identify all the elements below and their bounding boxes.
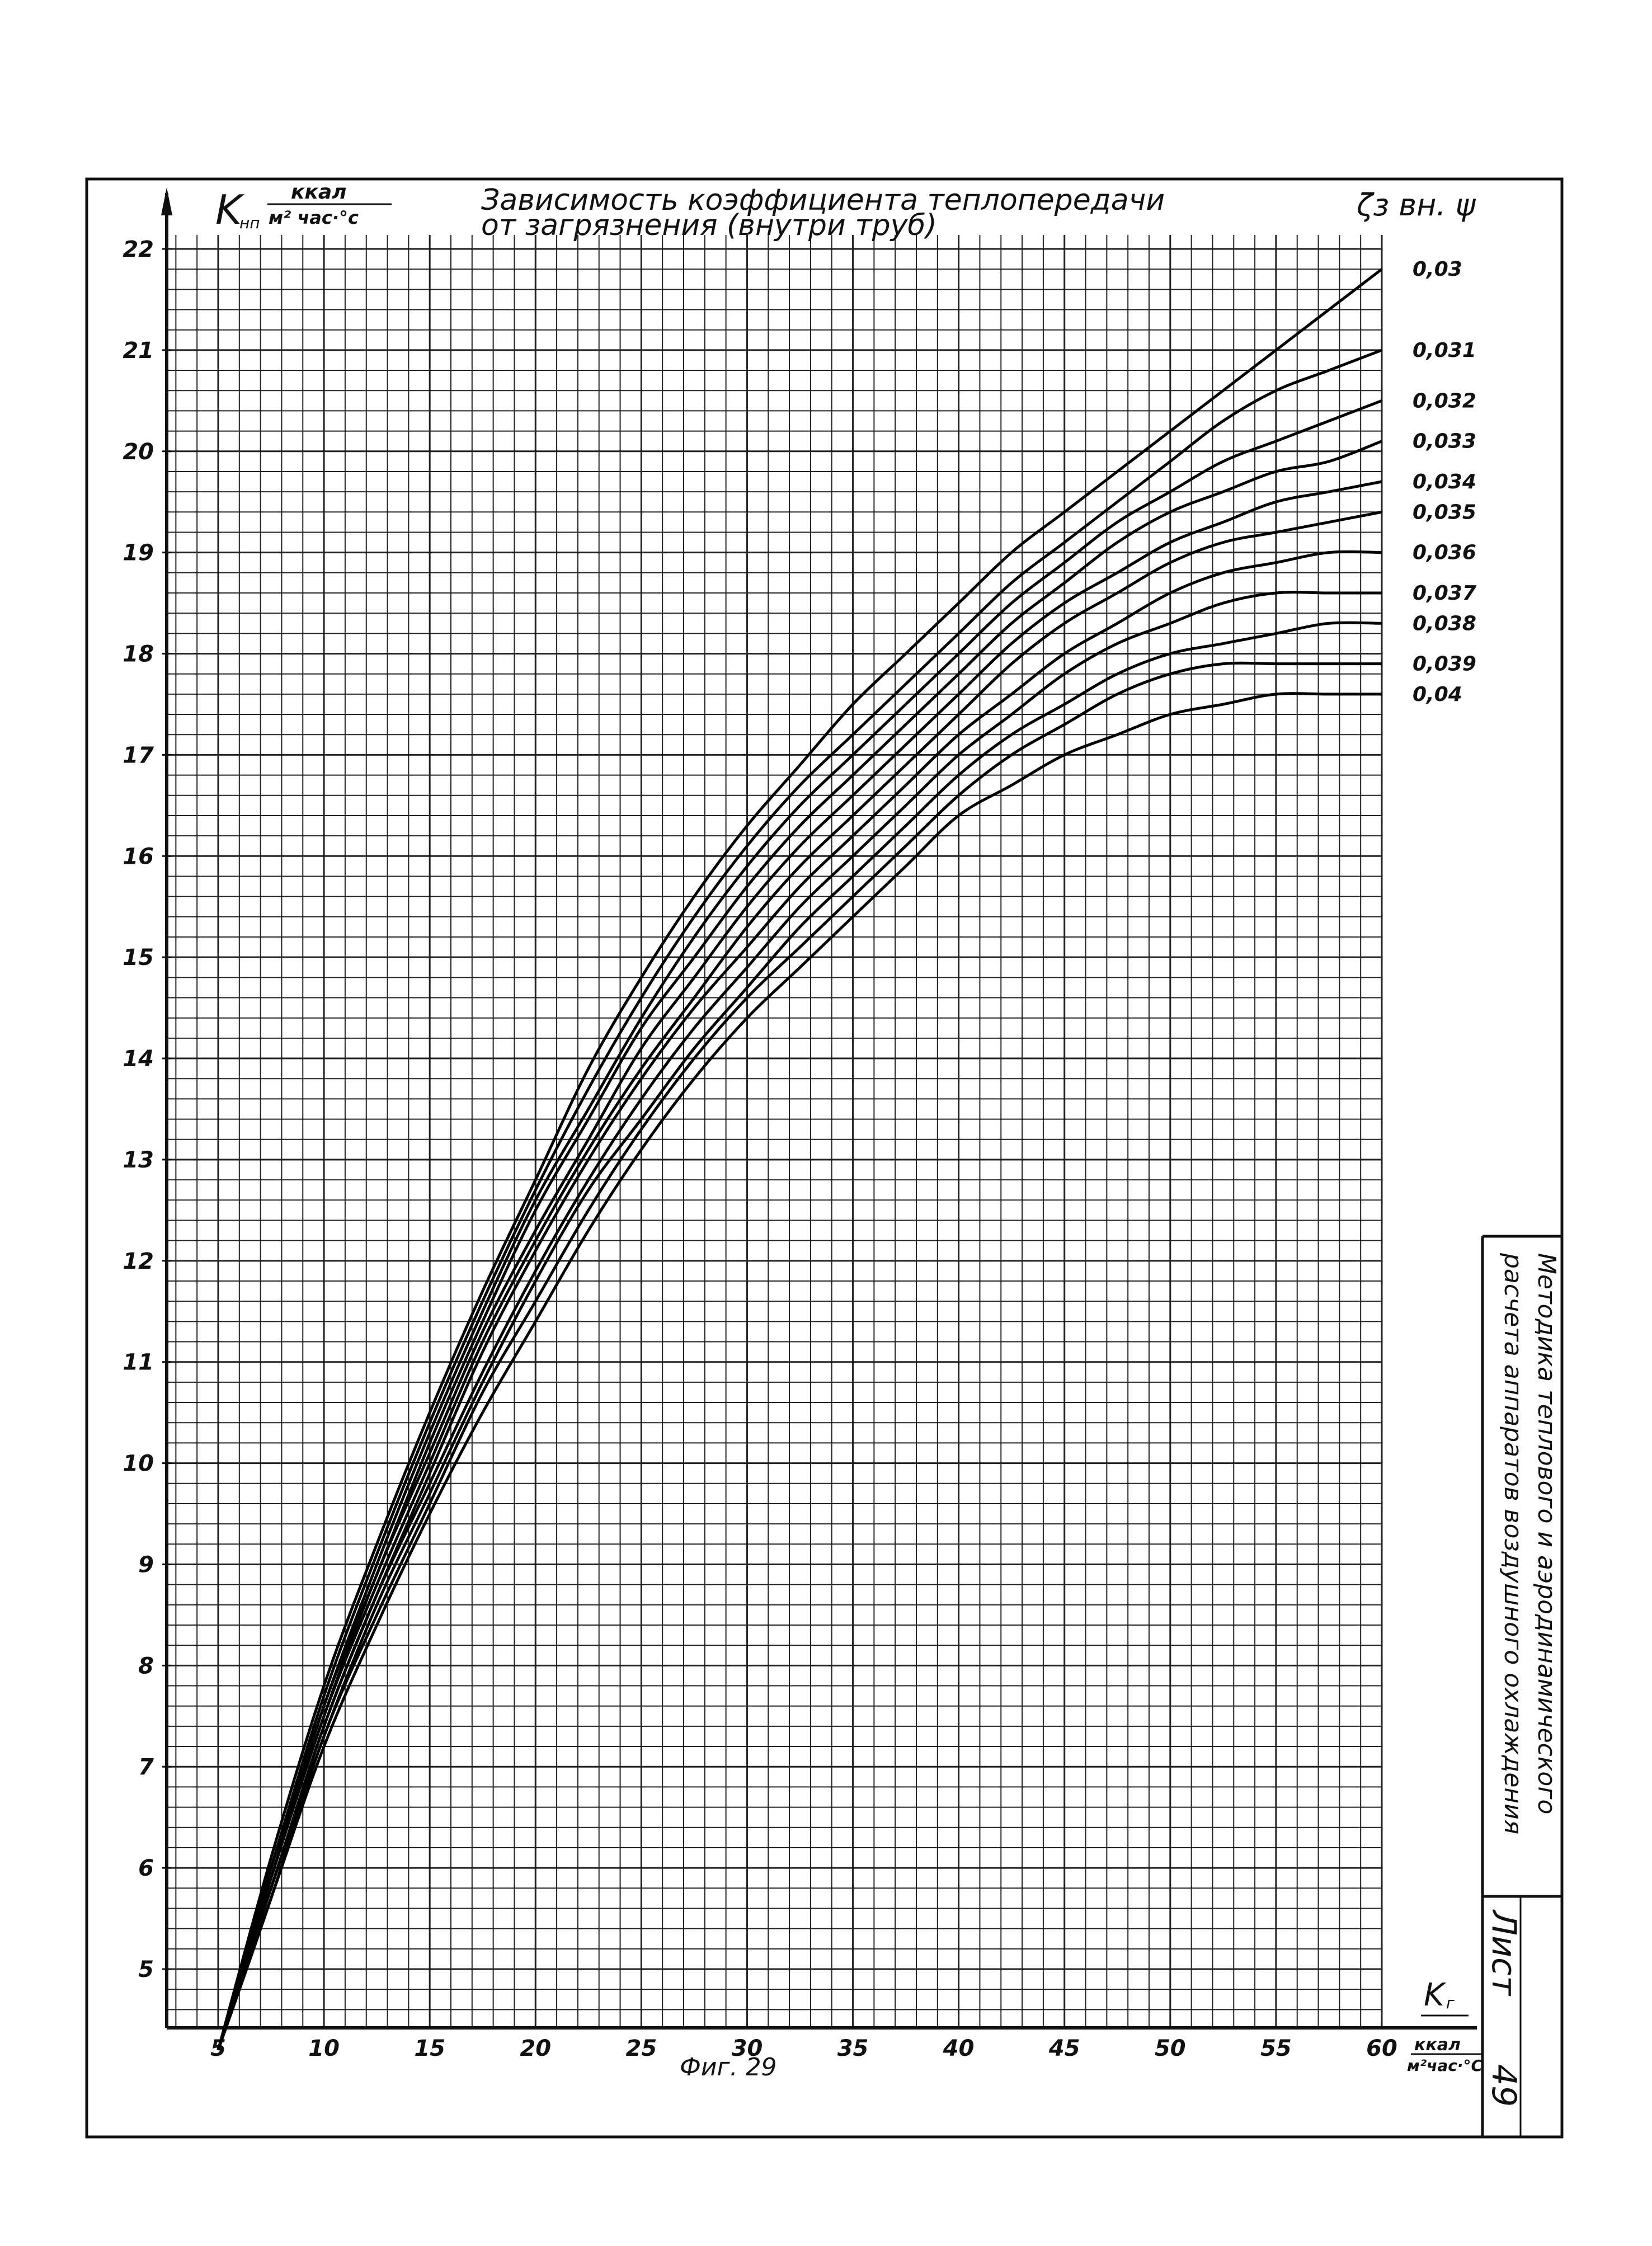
series-label: 0,031 <box>1413 339 1476 362</box>
series-labels: 0,03 0,031 0,032 0,033 0,034 0,035 0,036 0,037 0… <box>1413 258 1476 706</box>
x-unit-numerator: ккал <box>1414 2035 1461 2055</box>
x-label-subscript: г <box>1446 1994 1455 2012</box>
y-tick-label: 11 <box>123 1350 154 1376</box>
y-tick-label: 12 <box>123 1249 154 1274</box>
y-tick-label: 19 <box>123 540 154 566</box>
x-tick-label: 35 <box>837 2036 869 2061</box>
series-label: 0,035 <box>1413 501 1476 524</box>
series-line-0-032 <box>216 399 1382 2051</box>
y-tick-label: 17 <box>123 742 154 768</box>
y-axis-arrow <box>161 187 172 215</box>
series-line-0-04 <box>216 692 1382 2051</box>
series-line-0-039 <box>216 661 1382 2051</box>
y-axis-label: K нп ккал м² час·°с <box>215 181 392 233</box>
figure-caption: Фиг. 29 <box>680 2053 777 2082</box>
y-tick-label: 13 <box>123 1147 154 1173</box>
series-line-0-035 <box>216 510 1382 2051</box>
series-header-text: ζз вн. ψ <box>1356 187 1476 223</box>
y-tick-label: 7 <box>138 1754 154 1780</box>
x-tick-label: 45 <box>1048 2036 1080 2061</box>
series-header: ζз вн. ψ <box>1356 187 1476 223</box>
y-tick-label: 21 <box>123 338 154 364</box>
x-tick-label: 15 <box>414 2036 445 2061</box>
y-tick-label: 8 <box>138 1653 154 1679</box>
x-tick-label: 50 <box>1155 2036 1186 2061</box>
y-unit-numerator: ккал <box>291 181 347 204</box>
y-tick-labels: 5 6 7 8 9 10 11 12 13 14 15 16 17 18 19 20 21 22 <box>123 237 171 1983</box>
x-tick-labels: 5 10 15 20 25 30 35 40 45 50 55 60 <box>210 2036 1397 2061</box>
series-label: 0,034 <box>1413 470 1476 493</box>
x-tick-label: 55 <box>1260 2036 1292 2061</box>
series-line-0-038 <box>216 621 1382 2051</box>
x-tick-label: 20 <box>520 2036 551 2061</box>
y-unit-denominator: м² час·°с <box>269 207 359 228</box>
chart-subtitle: от загрязнения (внутри труб) <box>481 209 937 242</box>
y-tick-label: 9 <box>138 1552 154 1578</box>
y-tick-label: 20 <box>123 439 154 465</box>
y-tick-label: 10 <box>123 1451 154 1477</box>
series-line-0-03 <box>216 268 1383 2051</box>
y-tick-label: 14 <box>123 1046 154 1072</box>
sheet-number: 49 <box>1484 2064 1523 2107</box>
y-tick-label: 16 <box>123 844 154 869</box>
plot-grid <box>167 235 1383 2028</box>
x-tick-label: 40 <box>943 2036 975 2061</box>
series-label: 0,03 <box>1413 258 1462 281</box>
sheet-label: Лист <box>1484 1909 1523 1997</box>
x-tick-label: 60 <box>1366 2036 1397 2061</box>
series-label: 0,039 <box>1413 653 1476 676</box>
y-label-subscript: нп <box>239 214 260 232</box>
data-series <box>216 268 1383 2051</box>
title-block-line1: Методика теплового и аэродинамического <box>1532 1253 1561 1814</box>
y-tick-label: 22 <box>123 237 154 262</box>
series-label: 0,033 <box>1413 430 1476 453</box>
series-line-0-033 <box>216 440 1382 2051</box>
x-label-symbol: K <box>1424 1977 1447 2013</box>
series-label: 0,04 <box>1413 683 1462 706</box>
series-label: 0,032 <box>1413 389 1476 412</box>
title-block: Методика теплового и аэродинамического р… <box>1481 1235 1562 2137</box>
y-tick-label: 18 <box>123 642 154 667</box>
series-label: 0,037 <box>1413 582 1476 605</box>
y-tick-label: 15 <box>123 945 154 971</box>
series-line-0-037 <box>216 591 1382 2051</box>
series-label: 0,038 <box>1413 612 1476 635</box>
x-tick-label: 30 <box>732 2036 763 2061</box>
x-axis-label: K г ккал м²час·°С <box>1407 1977 1483 2075</box>
title-block-line2: расчета аппаратов воздушного охлаждения <box>1499 1253 1527 1834</box>
chart-title: Зависимость коэффициента теплопередачи <box>481 183 1165 217</box>
x-unit-denominator: м²час·°С <box>1407 2056 1483 2075</box>
x-tick-label: 10 <box>308 2036 340 2061</box>
series-label: 0,036 <box>1413 542 1476 564</box>
y-label-symbol: K <box>215 186 244 233</box>
x-tick-label: 25 <box>626 2036 657 2061</box>
sheet-frame <box>85 177 1564 2139</box>
series-line-0-031 <box>216 349 1382 2051</box>
y-tick-label: 5 <box>138 1957 154 1983</box>
series-line-0-034 <box>216 480 1382 2051</box>
y-tick-label: 6 <box>138 1856 154 1881</box>
